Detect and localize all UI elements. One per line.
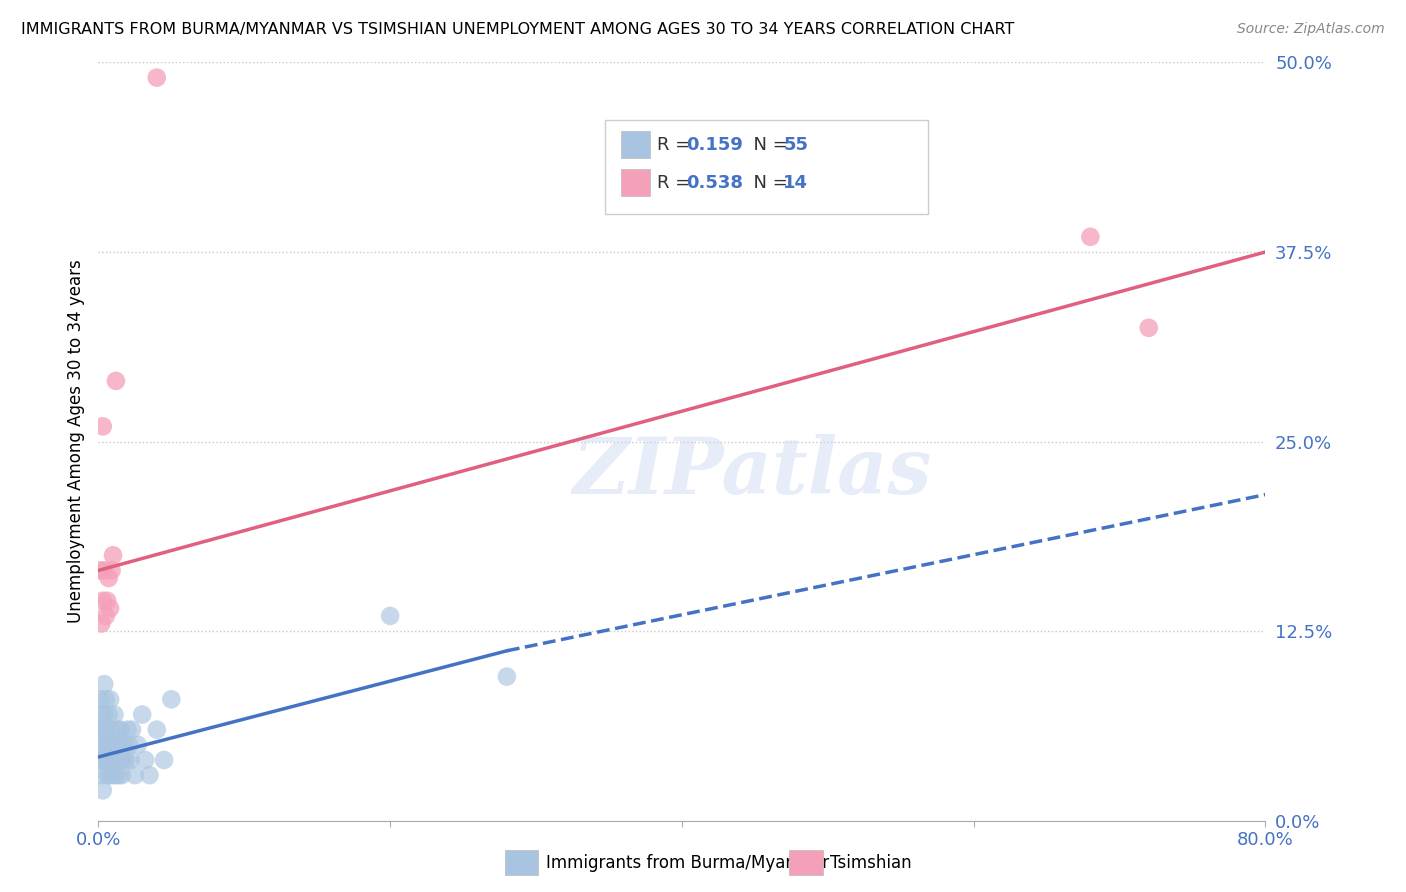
Text: IMMIGRANTS FROM BURMA/MYANMAR VS TSIMSHIAN UNEMPLOYMENT AMONG AGES 30 TO 34 YEAR: IMMIGRANTS FROM BURMA/MYANMAR VS TSIMSHI… xyxy=(21,22,1015,37)
Point xyxy=(117,723,139,737)
Point xyxy=(91,419,114,434)
Point xyxy=(93,677,115,691)
Point xyxy=(103,707,125,722)
Point xyxy=(112,753,135,767)
Text: R =: R = xyxy=(657,136,696,153)
Point xyxy=(118,738,141,752)
Point xyxy=(105,753,128,767)
Point xyxy=(104,374,127,388)
Point xyxy=(120,753,142,767)
Point xyxy=(108,768,131,782)
Point xyxy=(93,738,115,752)
Point xyxy=(98,768,121,782)
Point xyxy=(110,753,132,767)
Point xyxy=(90,738,112,752)
Point xyxy=(100,723,122,737)
Point xyxy=(131,707,153,722)
Point xyxy=(90,707,112,722)
Point xyxy=(104,768,127,782)
Text: 0.538: 0.538 xyxy=(686,174,744,192)
Point xyxy=(98,601,121,615)
Point xyxy=(97,707,120,722)
Point xyxy=(91,594,114,608)
Point xyxy=(94,692,117,706)
Point xyxy=(97,571,120,585)
Point xyxy=(89,564,111,578)
Point xyxy=(93,707,115,722)
Point xyxy=(91,783,114,797)
Point xyxy=(111,738,134,752)
Text: Tsimshian: Tsimshian xyxy=(830,854,911,871)
Point xyxy=(153,753,176,767)
Point xyxy=(98,692,121,706)
Point xyxy=(127,738,149,752)
Text: N =: N = xyxy=(742,174,794,192)
Point xyxy=(111,768,134,782)
Point xyxy=(496,669,519,683)
Text: 0.159: 0.159 xyxy=(686,136,742,153)
Point xyxy=(97,753,120,767)
Point xyxy=(90,768,112,782)
Point xyxy=(91,753,114,767)
Point xyxy=(91,723,114,737)
Point xyxy=(94,723,117,737)
Point xyxy=(94,608,117,623)
Point xyxy=(101,768,124,782)
Point xyxy=(160,692,183,706)
Point xyxy=(115,753,138,767)
Point xyxy=(96,594,118,608)
Point xyxy=(146,70,169,85)
Point xyxy=(138,768,160,782)
Point xyxy=(108,738,131,752)
Text: Immigrants from Burma/Myanmar: Immigrants from Burma/Myanmar xyxy=(546,854,828,871)
Point xyxy=(121,723,143,737)
Point xyxy=(90,616,112,631)
Y-axis label: Unemployment Among Ages 30 to 34 years: Unemployment Among Ages 30 to 34 years xyxy=(66,260,84,624)
Point xyxy=(100,753,122,767)
Text: ZIPatlas: ZIPatlas xyxy=(572,434,932,510)
Point xyxy=(124,768,146,782)
Point xyxy=(146,723,169,737)
Point xyxy=(103,753,125,767)
Point xyxy=(89,753,111,767)
Point xyxy=(89,692,111,706)
Point xyxy=(96,738,118,752)
Text: R =: R = xyxy=(657,174,696,192)
Point xyxy=(1080,229,1102,244)
Point xyxy=(380,608,402,623)
Point xyxy=(93,564,115,578)
Point xyxy=(101,738,124,752)
Point xyxy=(110,723,132,737)
Point xyxy=(89,723,111,737)
Text: N =: N = xyxy=(742,136,794,153)
Point xyxy=(96,768,118,782)
Point xyxy=(94,753,117,767)
Point xyxy=(1137,320,1160,334)
Point xyxy=(105,723,128,737)
Point xyxy=(114,738,136,752)
Point xyxy=(104,738,127,752)
Point xyxy=(100,564,122,578)
Text: Source: ZipAtlas.com: Source: ZipAtlas.com xyxy=(1237,22,1385,37)
Text: 14: 14 xyxy=(783,174,808,192)
Point xyxy=(134,753,156,767)
Text: 55: 55 xyxy=(783,136,808,153)
Point xyxy=(98,738,121,752)
Point xyxy=(101,548,124,563)
